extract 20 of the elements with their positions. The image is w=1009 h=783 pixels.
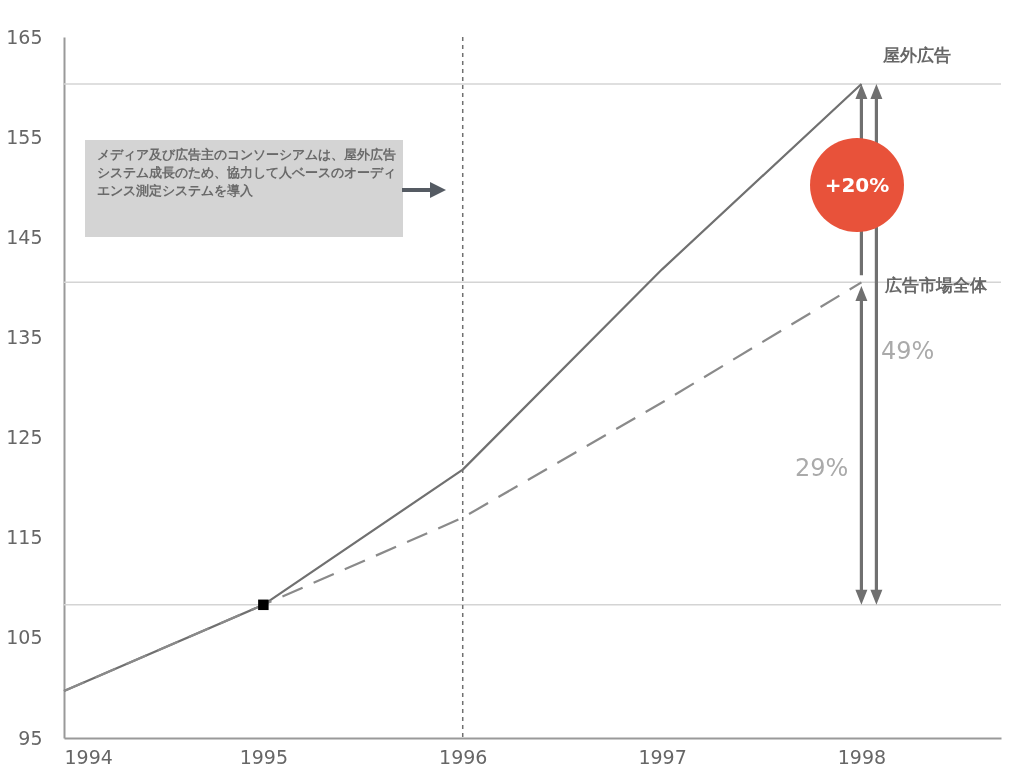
y-tick-label: 105 [6,626,43,649]
series-label: 屋外広告 [882,45,952,66]
y-tick-label: 155 [6,125,43,148]
y-tick-label: 135 [6,325,43,348]
x-tick-label: 1995 [239,745,289,768]
y-tick-label: 125 [6,426,43,449]
annotation: 29% [795,454,849,482]
y-tick-label: 115 [6,526,43,549]
y-tick-label: 145 [6,225,43,248]
annotation: +20% [824,173,890,197]
line-series [62,281,863,693]
x-tick-label: 1994 [64,745,113,768]
x-tick-label: 1996 [439,745,488,768]
y-tick-label: 165 [6,25,43,48]
annotation: 49% [881,337,935,365]
y-tick-label: 95 [18,726,43,749]
callout-box: メディア及び広告主のコンソーシアムは、屋外広告システム成長のため、協力して人ベースのオーディエンス測定システムを導入 [85,140,403,237]
x-tick-label: 1997 [638,745,687,768]
series-label: 広告市場全体 [884,275,989,296]
x-tick-label: 1998 [837,745,887,768]
